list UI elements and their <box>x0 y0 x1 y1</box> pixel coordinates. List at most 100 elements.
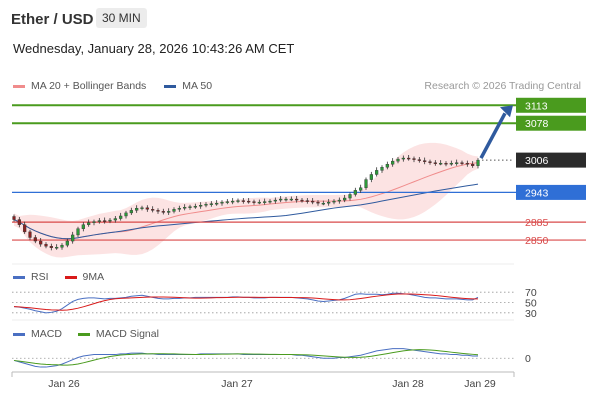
candle <box>92 219 96 226</box>
candle-body <box>135 208 139 211</box>
candle-body <box>353 190 357 195</box>
candle <box>279 195 283 203</box>
candle-body <box>279 198 283 201</box>
candle <box>465 160 469 167</box>
candle-body <box>305 200 309 202</box>
candle-body <box>417 159 421 161</box>
candle <box>113 215 117 223</box>
candle <box>332 199 336 205</box>
candle-body <box>407 157 411 160</box>
candle <box>417 157 421 163</box>
candle <box>167 208 171 215</box>
candle-body <box>284 198 288 201</box>
ma50-legend-label: MA 50 <box>182 80 213 92</box>
candle <box>76 226 80 237</box>
candle-body <box>103 220 107 222</box>
candle <box>407 154 411 161</box>
candle-body <box>92 221 96 223</box>
candle <box>119 212 123 221</box>
candle-body <box>369 174 373 180</box>
candle <box>380 165 384 173</box>
candle <box>316 200 320 206</box>
candle-body <box>385 164 389 168</box>
level-box-3078 <box>516 115 586 131</box>
candle <box>188 204 192 210</box>
level-tag-2885: 2885 <box>525 217 549 229</box>
candle-body <box>252 201 256 203</box>
candle-body <box>145 207 149 210</box>
ma50-line <box>13 183 479 240</box>
credit-label: Research © 2026 Trading Central <box>424 80 581 92</box>
bollinger-band <box>14 142 478 258</box>
rsi-line <box>13 292 479 314</box>
candle <box>220 200 224 206</box>
candle <box>60 243 64 250</box>
candle <box>215 200 219 206</box>
candle <box>455 159 459 166</box>
candle-body <box>455 162 459 164</box>
candle <box>305 198 309 204</box>
candle <box>140 205 144 211</box>
level-label-3078: 3078 <box>525 118 549 130</box>
candle <box>428 159 432 165</box>
candle <box>28 229 32 241</box>
candle <box>257 199 261 205</box>
level-tag-2850: 2850 <box>525 235 549 247</box>
candle-body <box>44 243 48 247</box>
candle-body <box>359 187 363 191</box>
candle-body <box>247 200 251 203</box>
candle <box>135 205 139 213</box>
timeframe-badge[interactable]: 30 MIN <box>96 8 147 28</box>
candle <box>39 238 43 247</box>
candle-body <box>188 206 192 208</box>
candle <box>300 198 304 203</box>
candle <box>108 218 112 224</box>
candle <box>236 198 240 204</box>
candle <box>204 202 208 208</box>
candle-body <box>17 219 21 225</box>
candle-body <box>97 220 101 222</box>
candle-body <box>113 218 117 221</box>
candle-body <box>172 209 176 212</box>
candle <box>476 158 480 169</box>
candle <box>103 217 107 224</box>
candle <box>273 197 277 204</box>
candle <box>12 214 16 222</box>
level-tag-3078: 3078 <box>516 115 586 131</box>
candle <box>177 205 181 212</box>
candle-body <box>76 228 80 236</box>
candle <box>284 197 288 202</box>
level-box-2943 <box>516 184 586 200</box>
level-label-3113: 3113 <box>525 100 548 112</box>
candle-body <box>65 240 69 246</box>
candle <box>327 199 331 206</box>
candle-body <box>391 160 395 165</box>
candle-body <box>49 246 53 248</box>
candle-body <box>476 159 480 166</box>
candle <box>193 203 197 209</box>
candle <box>252 199 256 205</box>
candle-body <box>471 164 475 166</box>
level-box-3006 <box>516 152 586 168</box>
candle-body <box>220 201 224 204</box>
level-label-3006: 3006 <box>525 155 549 167</box>
candle-body <box>199 205 203 207</box>
rsi-level-label: 70 <box>525 287 537 299</box>
rsi-legend-label: RSI <box>31 271 49 283</box>
candle-body <box>108 219 112 222</box>
candle <box>401 155 405 162</box>
candle-body <box>257 201 261 204</box>
level-tag-3006: 3006 <box>516 152 586 168</box>
candle <box>391 158 395 167</box>
candle <box>65 238 69 248</box>
candle-body <box>87 222 91 225</box>
level-label-2885: 2885 <box>525 217 549 229</box>
candle-body <box>375 170 379 175</box>
candle-body <box>311 200 315 203</box>
level-label-2943: 2943 <box>525 187 549 199</box>
rsi9ma-legend-label: 9MA <box>82 271 105 283</box>
candle <box>156 208 160 214</box>
candle-body <box>449 162 453 165</box>
rsi-level-label: 30 <box>525 308 537 320</box>
